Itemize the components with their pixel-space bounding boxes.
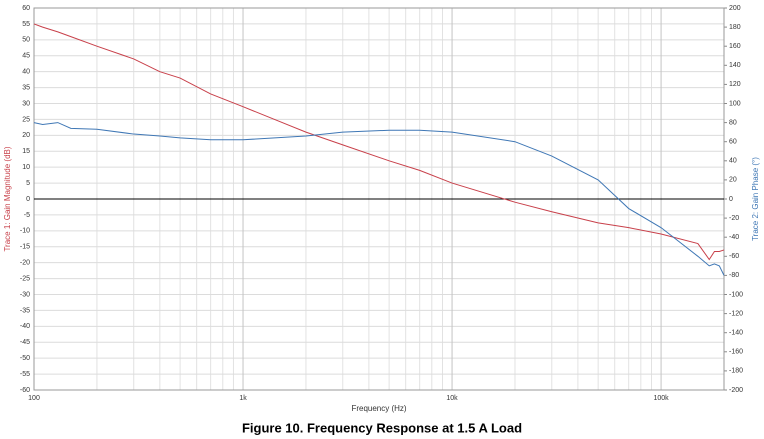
series-line <box>33 23 725 261</box>
y-tick-label: 45 <box>22 53 30 60</box>
y2-tick-label: 0 <box>729 196 733 203</box>
y2-tick-label: -100 <box>729 291 743 298</box>
y2-tick-label: 100 <box>729 100 741 107</box>
x-tick-label: 1k <box>239 395 247 402</box>
y2-tick-label: -20 <box>729 215 739 222</box>
y-tick-label: 0 <box>26 196 30 203</box>
y-tick-label: 25 <box>22 116 30 123</box>
y-tick-label: 50 <box>22 37 30 44</box>
y2-tick-label: 80 <box>729 119 737 126</box>
x-tick-label: 100 <box>28 395 40 402</box>
y-tick-label: -25 <box>20 275 30 282</box>
y2-tick-label: 200 <box>729 5 741 12</box>
y-tick-label: -50 <box>20 355 30 362</box>
y2-tick-label: 180 <box>729 24 741 31</box>
y-tick-label: 40 <box>22 69 30 76</box>
y2-tick-label: 160 <box>729 43 741 50</box>
y-tick-label: -55 <box>20 371 30 378</box>
y2-axis-label: Trace 2: Gain Phase (°) <box>751 157 760 241</box>
y2-tick-label: -180 <box>729 368 743 375</box>
y-tick-label: -30 <box>20 291 30 298</box>
y-tick-label: 35 <box>22 84 30 91</box>
series-line <box>33 122 725 276</box>
y2-tick-label: 120 <box>729 81 741 88</box>
y-tick-label: -40 <box>20 323 30 330</box>
y2-tick-label: 140 <box>729 62 741 69</box>
y2-tick-label: -200 <box>729 387 743 394</box>
y2-tick-label: -40 <box>729 234 739 241</box>
y2-tick-label: -140 <box>729 330 743 337</box>
y-tick-label: 20 <box>22 132 30 139</box>
y-tick-label: 60 <box>22 5 30 12</box>
y-tick-label: -35 <box>20 307 30 314</box>
y2-tick-label: -160 <box>729 349 743 356</box>
y2-tick-label: 20 <box>729 177 737 184</box>
y-tick-label: 30 <box>22 100 30 107</box>
y-tick-label: -20 <box>20 260 30 267</box>
y-tick-label: 55 <box>22 21 30 28</box>
chart-title: Figure 10. Frequency Response at 1.5 A L… <box>242 420 522 435</box>
y-tick-label: 10 <box>22 164 30 171</box>
x-tick-label: 10k <box>446 395 458 402</box>
x-axis-label: Frequency (Hz) <box>351 404 406 413</box>
y2-tick-label: 60 <box>729 139 737 146</box>
y2-tick-label: -120 <box>729 310 743 317</box>
y-tick-label: -5 <box>24 212 30 219</box>
y-tick-label: -15 <box>20 244 30 251</box>
y-axis-label: Trace 1: Gain Magnitude (dB) <box>3 146 12 251</box>
x-tick-label: 100k <box>653 395 669 402</box>
y2-tick-label: -60 <box>729 253 739 260</box>
y-tick-label: -60 <box>20 387 30 394</box>
y2-tick-label: 40 <box>729 158 737 165</box>
y-tick-label: 5 <box>26 180 30 187</box>
y-tick-label: -10 <box>20 228 30 235</box>
y-tick-label: 15 <box>22 148 30 155</box>
y-tick-label: -45 <box>20 339 30 346</box>
y2-tick-label: -80 <box>729 272 739 279</box>
